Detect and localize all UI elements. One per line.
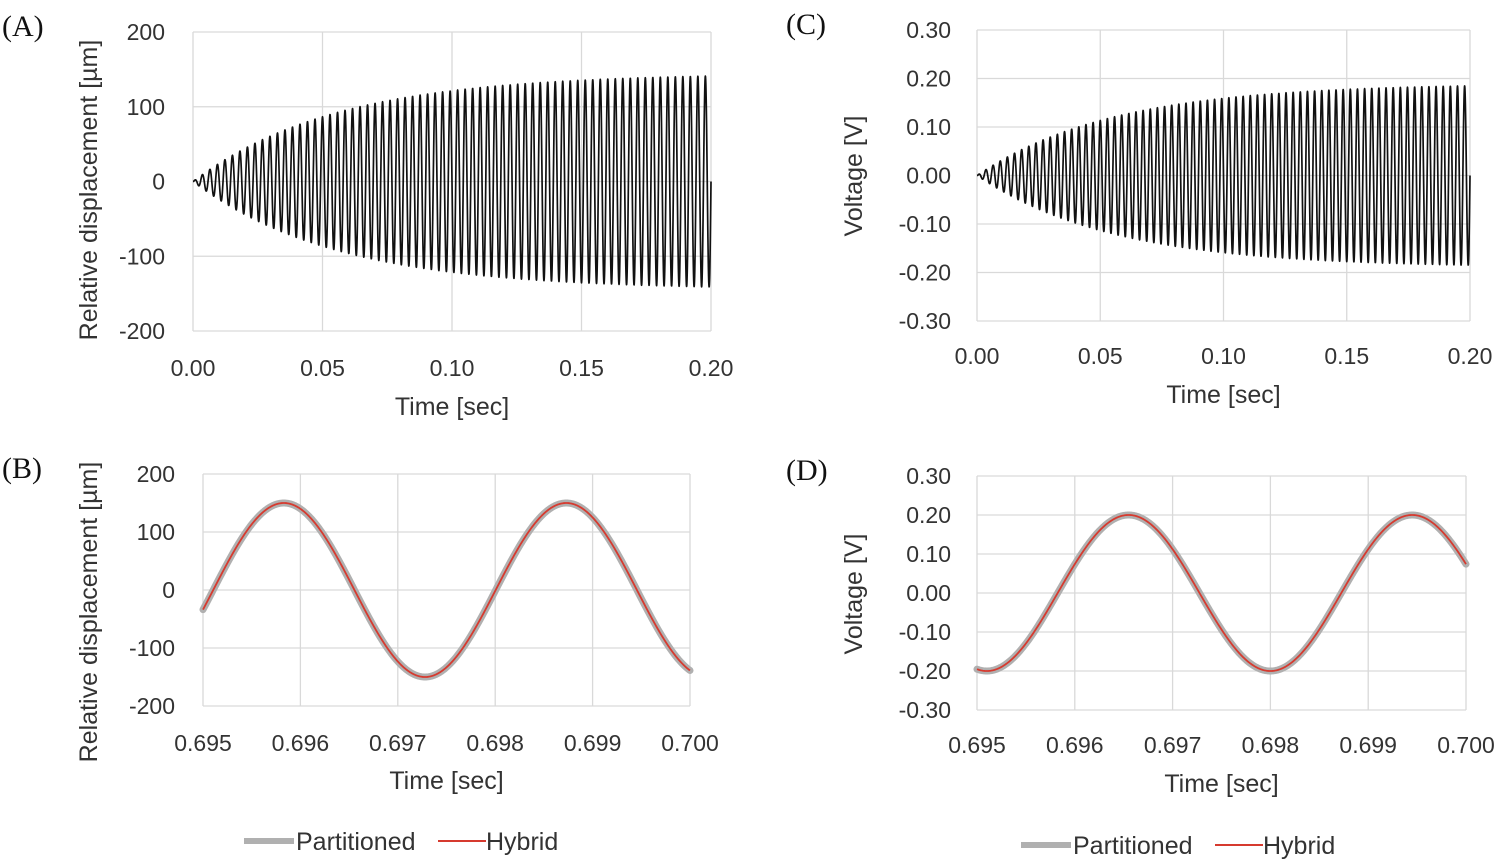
y-tick-label: -100 [129,635,175,661]
x-tick-label: 0.15 [559,355,604,381]
panel-label: (C) [786,8,826,41]
chart-panel-c: (C)0.00 0.05 0.10 0.15 0.200.300.200.100.00-… [786,8,1492,409]
series-line-hybrid [202,502,691,678]
y-tick-label: 0 [152,169,165,195]
y-tick-label: -0.30 [899,308,951,334]
y-tick-label: -200 [119,318,165,344]
y-tick-label: 100 [137,519,175,545]
panel-label: (D) [786,454,828,487]
x-tick-label: 0.00 [955,343,1000,369]
y-tick-label: 0.00 [906,580,951,606]
panel-label: (B) [2,452,42,485]
x-tick-label: 0.20 [689,355,734,381]
x-tick-label: 0.700 [661,730,719,756]
legend-right: Partitioned Hybrid [1021,832,1335,860]
y-tick-label: 0.30 [906,463,951,489]
x-tick-label: 0.695 [174,730,232,756]
x-tick-label: 0.698 [1242,732,1300,758]
y-tick-label: -200 [129,693,175,719]
chart-panel-a: (A) 0.00 0.05 0.10 0.15 0.20 200 100 0 -100 -200 Ti… [2,10,733,421]
chart-panel-d: (D) 0.695 0.696 0.697 0.698 0.699 0.700 0.30 0.2… [786,454,1495,798]
y-tick-label: 0.10 [906,541,951,567]
y-tick-label: -0.20 [899,260,951,286]
y-axis-title: Relative displacement [µm] [75,462,103,763]
y-tick-label: 0.30 [906,17,951,43]
y-tick-label: 200 [137,461,175,487]
y-tick-label: 0.00 [906,163,951,189]
y-tick-label: 0.20 [906,66,951,92]
legend-label-partitioned: Partitioned [1073,832,1193,860]
x-tick-label: 0.15 [1324,343,1369,369]
legend-label-hybrid: Hybrid [1263,832,1335,860]
x-tick-label: 0.696 [272,730,330,756]
x-axis-title: Time [sec] [395,393,509,421]
y-axis-title: Relative displacement [µm] [75,40,103,341]
y-tick-label: -0.10 [899,211,951,237]
series-line-hybrid [976,514,1467,672]
y-tick-label: -0.20 [899,658,951,684]
x-tick-label: 0.00 [171,355,216,381]
x-axis-title: Time [sec] [1166,381,1280,409]
x-tick-label: 0.20 [1448,343,1493,369]
chart-panel-b: (B) 0.695 0.696 0.697 0.698 0.699 0.700 200 100 0… [2,452,719,795]
y-tick-label: -0.10 [899,619,951,645]
panel-label: (A) [2,10,44,43]
x-tick-label: 0.695 [948,732,1006,758]
legend-label-partitioned: Partitioned [296,828,416,856]
x-tick-label: 0.697 [1144,732,1202,758]
y-tick-label: -100 [119,243,165,269]
series-line-response [192,75,712,288]
x-tick-label: 0.698 [466,730,524,756]
x-tick-label: 0.10 [1201,343,1246,369]
x-tick-label: 0.697 [369,730,427,756]
y-tick-label: 0.10 [906,114,951,140]
x-axis-title: Time [sec] [389,767,503,795]
x-tick-label: 0.05 [300,355,345,381]
x-tick-label: 0.05 [1078,343,1123,369]
y-axis-title: Voltage [V] [840,534,868,655]
x-tick-label: 0.700 [1437,732,1495,758]
x-axis-title: Time [sec] [1164,770,1278,798]
x-tick-label: 0.699 [1339,732,1397,758]
legend-label-hybrid: Hybrid [486,828,558,856]
y-axis-title: Voltage [V] [840,116,868,237]
y-tick-label: 0.20 [906,502,951,528]
x-tick-label: 0.696 [1046,732,1104,758]
x-tick-label: 0.10 [430,355,475,381]
y-tick-label: 100 [127,94,165,120]
y-tick-label: -0.30 [899,697,951,723]
legend-left: Partitioned Hybrid [244,828,558,856]
y-tick-label: 200 [127,19,165,45]
y-tick-label: 0 [162,577,175,603]
x-tick-label: 0.699 [564,730,622,756]
series-line-response [976,85,1471,266]
